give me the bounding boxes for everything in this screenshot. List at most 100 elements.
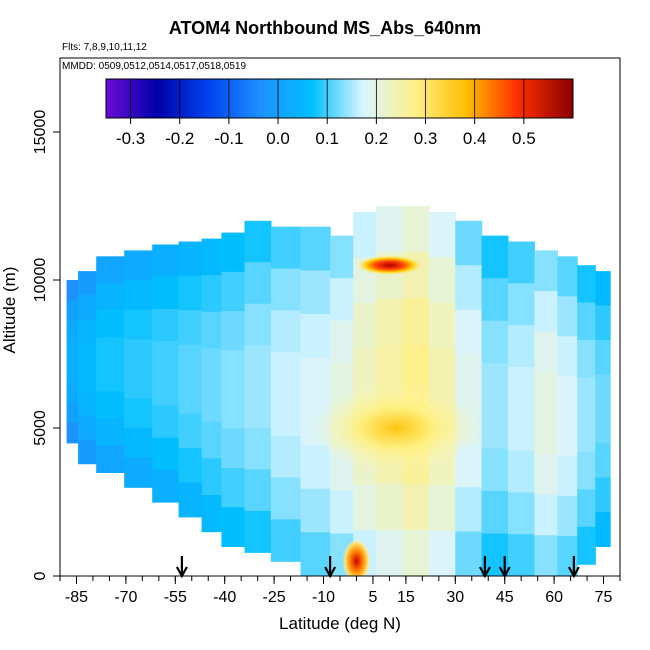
heatmap-cell <box>66 320 79 342</box>
heatmap-cell <box>244 428 272 470</box>
heatmap-cell <box>124 339 153 370</box>
heatmap-cell <box>96 445 125 473</box>
heatmap-cell <box>124 309 153 340</box>
heatmap-cell <box>300 357 331 402</box>
heatmap-cell <box>66 381 79 403</box>
heatmap-cell <box>534 494 559 536</box>
heatmap-cell <box>428 485 456 532</box>
heatmap-cell <box>577 452 596 490</box>
heatmap-cell <box>221 271 246 312</box>
heatmap-cell <box>96 256 125 284</box>
arrow-head <box>324 566 337 579</box>
heatmap-cell <box>178 482 203 518</box>
colorbar-tick-label: -0.1 <box>214 129 243 148</box>
x-tick-label: 30 <box>446 589 464 606</box>
heatmap-cell <box>201 238 222 276</box>
heatmap-cell <box>595 339 611 375</box>
flight-arrows <box>175 556 580 579</box>
heatmap-cell <box>557 256 578 297</box>
heatmap-cell <box>481 320 509 364</box>
x-tick-label: 5 <box>368 589 377 606</box>
dates-note: MMDD: 0509,0512,0514,0517,0518,0519 <box>62 61 247 72</box>
heatmap-cell <box>428 348 456 395</box>
heatmap-cell <box>124 457 153 488</box>
heatmap-cell <box>178 344 203 380</box>
heatmap-cell <box>78 319 97 344</box>
heatmap-cell <box>96 310 125 338</box>
x-tick-label: -85 <box>65 589 88 606</box>
heatmap-cell <box>508 241 535 284</box>
y-axis-title: Altitude (m) <box>0 266 19 354</box>
heatmap-cell <box>557 336 578 377</box>
heatmap-cell <box>244 220 272 263</box>
heatmap-cell <box>300 270 331 315</box>
heatmap-cell <box>376 206 404 253</box>
heatmap-cell <box>508 325 535 368</box>
heatmap-cell <box>376 529 404 576</box>
heatmap-cell <box>221 428 246 469</box>
y-tick-label: 0 <box>32 571 49 580</box>
heatmap-cell <box>221 507 246 547</box>
heatmap-cell <box>221 311 246 351</box>
heatmap-cell <box>178 241 203 277</box>
heatmap-cell <box>152 308 180 342</box>
heatmap-cell <box>595 477 611 513</box>
heatmap-cell <box>152 244 180 278</box>
heatmap-cell <box>455 309 483 355</box>
heatmap-cell <box>455 265 483 311</box>
heatmap-cell <box>481 278 509 322</box>
colorbar-tick-label: -0.2 <box>165 129 194 148</box>
heatmap-cell <box>124 250 153 281</box>
heatmap-cell <box>353 348 377 395</box>
heatmap-cell <box>178 275 203 311</box>
heatmap-cell <box>152 469 180 503</box>
heatmap-cell <box>78 271 97 296</box>
heatmap-cell <box>455 220 483 266</box>
heatmap-cell <box>244 469 272 512</box>
arrow-head <box>478 566 491 579</box>
arrow-head <box>175 566 188 579</box>
heatmap-cell <box>577 377 596 416</box>
y-tick-label: 5000 <box>32 410 49 446</box>
heatmap-cell <box>481 363 509 407</box>
heatmap-cell <box>428 302 456 349</box>
heatmap-cell <box>78 391 97 416</box>
x-tick-label: -10 <box>312 589 335 606</box>
heatmap-cell <box>270 268 301 311</box>
heatmap-cell <box>455 487 483 533</box>
heatmap-cell <box>534 291 559 333</box>
heatmap-cell <box>152 373 180 406</box>
heatmap-cell <box>577 302 596 341</box>
heatmap-cell <box>270 352 301 395</box>
heatmap-cell <box>595 271 611 307</box>
heatmap-cell <box>270 519 301 562</box>
heatmap-cell <box>508 534 535 576</box>
heatmap-cell <box>557 456 578 497</box>
heatmap-cell <box>353 302 377 349</box>
heatmap-cell <box>300 314 331 359</box>
heatmap-cell <box>152 341 180 374</box>
heatmap-cell <box>557 536 578 576</box>
heatmap-cell <box>428 257 456 304</box>
heatmap-cell <box>300 226 331 271</box>
heatmap-cell <box>96 391 125 419</box>
heatmap-cell <box>595 374 611 410</box>
heatmap-cell <box>96 418 125 446</box>
heatmap-cell <box>201 421 222 459</box>
heatmap-cell <box>78 439 97 465</box>
x-axis: -85 -70 -55 -40 -25 -10 5 15 30 45 60 75 <box>59 576 621 606</box>
heatmap-cell <box>244 303 272 346</box>
heatmap-cell <box>66 402 79 424</box>
heatmap-cell <box>508 492 535 535</box>
hotspot-upper <box>355 255 424 276</box>
heatmap-cell <box>244 262 272 305</box>
heatmap-cell <box>221 232 246 273</box>
heatmap-cell <box>595 512 611 547</box>
heatmap-cell <box>152 437 180 471</box>
heatmap-cell <box>508 283 535 326</box>
hotspot-mid <box>311 383 481 473</box>
colorbar: -0.3 -0.2 -0.1 0.0 0.1 0.2 0.3 0.4 0.5 <box>105 78 574 148</box>
heatmap-cell <box>508 408 535 452</box>
heatmap-cell <box>78 415 97 441</box>
